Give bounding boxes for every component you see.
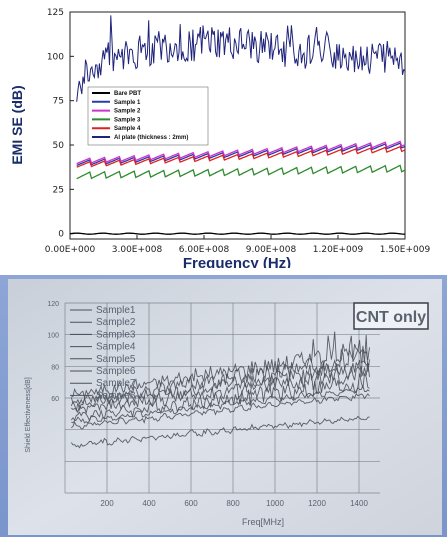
legend-label: Sample 3 — [114, 117, 141, 123]
legend-label: Sample7 — [96, 378, 136, 389]
x-tick-label: 200 — [100, 499, 114, 508]
series-line — [76, 142, 406, 166]
y-tick-label: 100 — [47, 333, 59, 340]
legend-label: Sample8 — [96, 390, 136, 401]
series-line — [76, 140, 406, 165]
legend: Bare PBT Sample 1 Sample 2 Sample 3 Sample 4… — [87, 86, 209, 146]
x-tick-label: 6.00E+008 — [179, 245, 230, 255]
x-tick-label: 400 — [142, 499, 156, 508]
y-tick-label: 120 — [47, 301, 59, 308]
y-tick-label: 50 — [53, 141, 65, 151]
legend-label: Al plate (thickness : 2mm) — [114, 135, 188, 141]
x-tick-label: 1200 — [308, 499, 326, 508]
y-axis-title: EMI SE (dB) — [9, 85, 25, 164]
x-tick-label: 1.20E+009 — [313, 245, 364, 255]
legend-label: Sample 4 — [114, 126, 141, 132]
series-line — [71, 384, 370, 424]
y-tick-label: 100 — [47, 52, 64, 62]
legend-label: Sample 1 — [114, 100, 141, 106]
series-line — [76, 164, 406, 180]
cnt-only-chart: 120 100 80 60 200 400 600 800 1000 1200 1400 Sampl… — [0, 275, 447, 537]
legend-label: Sample1 — [96, 305, 136, 316]
legend-label: Sample 2 — [114, 109, 141, 115]
legend-label: Sample4 — [96, 342, 136, 353]
series-line — [69, 232, 406, 235]
title-box — [353, 302, 429, 330]
x-tick-label: 1000 — [266, 499, 284, 508]
y-tick-label: 125 — [47, 8, 64, 18]
x-tick-label: 3.00E+008 — [112, 245, 163, 255]
chart-title: CNT only — [356, 309, 426, 326]
legend-label: Sample2 — [96, 317, 136, 328]
y-tick-label: 80 — [51, 364, 59, 371]
series-line — [70, 415, 370, 449]
y-tick-label: 0 — [58, 230, 64, 240]
legend-label: Bare PBT — [114, 91, 141, 97]
series-line — [70, 372, 370, 422]
y-tick-label: 60 — [51, 396, 59, 403]
emi-se-chart: 0 25 50 75 100 125 0.00E+000 3.00E+008 6.00E+00… — [9, 8, 431, 268]
x-tick-label: 0.00E+000 — [45, 245, 96, 255]
x-tick-label: 9.00E+008 — [246, 245, 297, 255]
x-tick-label: 1.50E+009 — [380, 245, 431, 255]
y-axis-title: Shield Effectiveness[dB] — [25, 377, 32, 452]
y-tick-label: 75 — [53, 97, 64, 107]
x-tick-label: 600 — [184, 499, 198, 508]
x-axis-title: Freq[MHz] — [242, 517, 284, 527]
series-line — [70, 334, 370, 413]
y-tick-label: 25 — [53, 185, 64, 195]
legend-label: Sample5 — [96, 354, 136, 365]
series-line — [71, 393, 370, 430]
legend-label: Sample3 — [96, 329, 136, 340]
series-line — [76, 145, 406, 168]
legend-box — [87, 86, 209, 146]
legend-label: Sample6 — [96, 366, 136, 377]
series-line — [71, 331, 370, 398]
series-line — [70, 335, 370, 405]
x-tick-label: 800 — [226, 499, 240, 508]
x-tick-label: 1400 — [350, 499, 368, 508]
x-axis-title: Frequency (Hz) — [183, 255, 291, 268]
legend: Sample1Sample2Sample3Sample4Sample5Sampl… — [70, 305, 136, 401]
series-line — [76, 15, 406, 102]
